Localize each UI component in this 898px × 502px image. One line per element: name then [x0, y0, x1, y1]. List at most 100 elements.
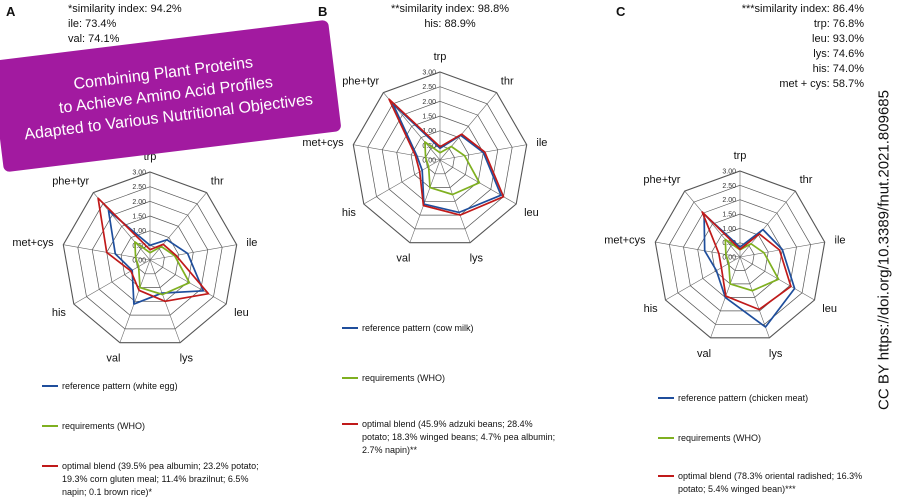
legend-swatch	[342, 377, 358, 379]
annotation-line: ***similarity index: 86.4%	[741, 3, 864, 15]
tick-label: 2.50	[132, 184, 146, 191]
grid-ring	[91, 200, 209, 316]
legend-swatch	[42, 425, 58, 427]
legend-swatch	[342, 327, 358, 329]
legend-label: requirements (WHO)	[62, 421, 146, 431]
axis-label: his	[644, 303, 659, 315]
tick-label: 2.00	[722, 197, 736, 204]
axis-spoke	[409, 159, 441, 243]
credit-strip: CC BY https://doi.org/10.3389/fnut.2021.…	[870, 0, 898, 502]
annotation-line: *similarity index: 94.2%	[68, 3, 182, 15]
axis-label: ile	[536, 137, 547, 149]
tick-label: 3.00	[722, 169, 736, 176]
tick-label: 2.50	[722, 183, 736, 190]
legend-swatch	[658, 437, 674, 439]
series-line	[701, 211, 792, 311]
axis-spoke	[149, 192, 207, 261]
panel-a: A *similarity index: 94.2% ile: 73.4% va…	[0, 0, 300, 502]
axis-spoke	[739, 190, 796, 258]
series-line	[703, 213, 796, 328]
legend-a: reference pattern (white egg) requiremen…	[42, 380, 282, 500]
legend-item-requirements: requirements (WHO)	[658, 432, 868, 445]
tick-label: 1.00	[722, 226, 736, 233]
tick-label: 0.50	[422, 143, 436, 150]
tick-label: 0.00	[722, 255, 736, 262]
legend-label: optimal blend (78.3% oriental radished; …	[678, 471, 863, 494]
tick-label: 2.00	[132, 199, 146, 206]
legend-item-optimal-blend: optimal blend (78.3% oriental radished; …	[658, 470, 868, 496]
grid-ring	[106, 215, 194, 302]
similarity-annotations: **similarity index: 98.8% his: 88.9%	[370, 2, 530, 32]
series-line	[134, 241, 191, 296]
panel-b: B **similarity index: 98.8% his: 88.9% 0…	[300, 0, 600, 502]
grid-ring	[77, 186, 223, 330]
grid-ring	[725, 242, 755, 271]
axis-label: thr	[501, 75, 514, 87]
axis-label: ile	[246, 237, 257, 249]
grid-ring	[62, 171, 238, 344]
tick-label: 2.00	[422, 99, 436, 106]
tick-label: 0.50	[722, 240, 736, 247]
series-line	[107, 209, 205, 305]
grid-ring	[135, 244, 165, 275]
annotation-line: met + cys: 58.7%	[779, 78, 864, 90]
axis-label: phe+tyr	[52, 175, 89, 187]
axis-label: ile	[835, 234, 846, 246]
axis-label: lys	[769, 348, 783, 360]
axis-label: thr	[800, 174, 813, 186]
similarity-annotations: ***similarity index: 86.4% trp: 76.8% le…	[742, 2, 864, 92]
grid-ring	[381, 100, 499, 216]
axis-label: met+cys	[604, 234, 646, 246]
annotation-line: trp: 76.8%	[813, 18, 864, 30]
axis-label: met+cys	[12, 237, 54, 249]
axis-spoke	[439, 159, 471, 243]
legend-swatch	[42, 385, 58, 387]
axis-spoke	[73, 259, 151, 305]
legend-swatch	[42, 465, 58, 467]
axis-label: trp	[734, 150, 747, 162]
grid-ring	[396, 115, 484, 202]
series-line	[724, 238, 780, 292]
legend-item-requirements: requirements (WHO)	[42, 420, 262, 433]
grid-ring	[367, 86, 513, 230]
grid-ring	[711, 227, 769, 285]
legend-label: reference pattern (chicken meat)	[678, 393, 809, 403]
series-line	[388, 98, 505, 216]
grid-ring	[654, 170, 826, 339]
legend-label: reference pattern (white egg)	[62, 381, 178, 391]
axis-spoke	[119, 259, 151, 343]
annotation-line: lys: 74.6%	[813, 48, 864, 60]
series-line	[97, 197, 210, 303]
axis-spoke	[439, 92, 497, 161]
legend-label: requirements (WHO)	[678, 433, 762, 443]
axis-label: lys	[470, 253, 484, 265]
tick-label: 1.50	[132, 214, 146, 221]
legend-swatch	[342, 423, 358, 425]
grid-ring	[669, 184, 811, 325]
axis-label: val	[106, 353, 120, 365]
axis-label: met+cys	[302, 137, 344, 149]
tick-label: 0.00	[422, 158, 436, 165]
series-line	[424, 141, 481, 196]
axis-label: phe+tyr	[342, 75, 379, 87]
grid-ring	[120, 230, 180, 288]
tick-label: 3.00	[132, 170, 146, 177]
axis-label: val	[396, 253, 410, 265]
axis-label: lys	[180, 353, 194, 365]
radar-chart-b: 0.00 0.50 1.00 1.50 2.00 2.50 3.00 trp thr ile leu…	[302, 51, 547, 265]
legend-item-reference: reference pattern (cow milk)	[342, 322, 562, 335]
grid-ring	[425, 144, 455, 175]
axis-label: leu	[822, 303, 837, 315]
legend-swatch	[658, 397, 674, 399]
tick-label: 0.50	[132, 243, 146, 250]
axis-label: phe+tyr	[643, 174, 680, 186]
tick-label: 3.00	[422, 70, 436, 77]
tick-label: 1.00	[132, 228, 146, 235]
tick-label: 1.00	[422, 128, 436, 135]
doi-credit: CC BY https://doi.org/10.3389/fnut.2021.…	[875, 90, 893, 410]
radar-chart-a: 0.000.501.001.502.002.503.00trpthrileleu…	[12, 151, 257, 365]
axis-spoke	[739, 256, 770, 338]
panel-letter: B	[318, 4, 328, 19]
legend-b: reference pattern (cow milk) requirement…	[342, 322, 582, 462]
annotation-line: his: 74.0%	[812, 63, 864, 75]
